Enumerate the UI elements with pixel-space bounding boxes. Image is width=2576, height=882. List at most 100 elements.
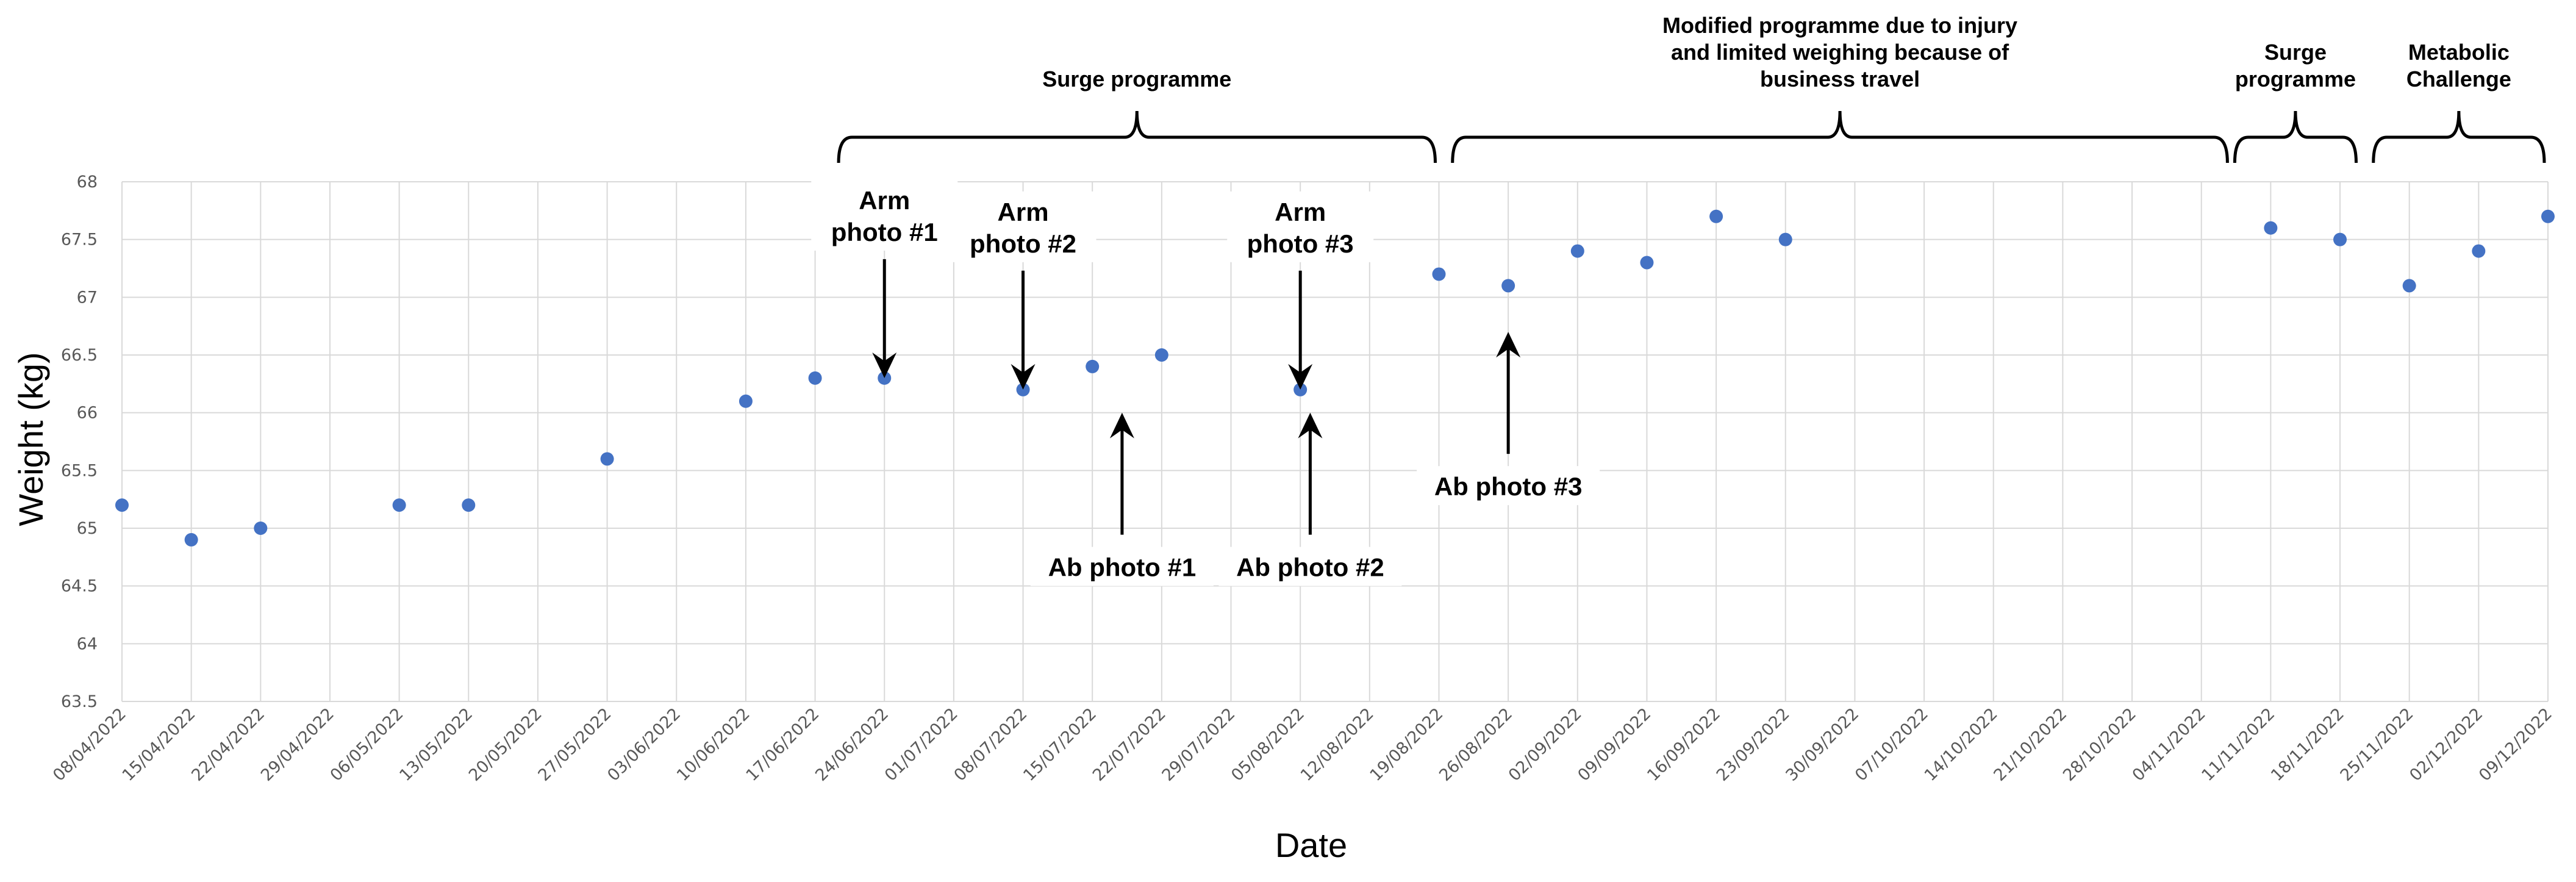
x-tick-label: 24/06/2022 bbox=[812, 705, 892, 785]
x-tick-label: 08/07/2022 bbox=[951, 705, 1031, 785]
x-tick-label: 15/04/2022 bbox=[119, 705, 199, 785]
data-point bbox=[115, 498, 129, 512]
data-points bbox=[115, 209, 2555, 547]
data-point bbox=[1570, 244, 1584, 258]
x-tick-label: 17/06/2022 bbox=[743, 705, 823, 785]
x-tick-label: 04/11/2022 bbox=[2129, 705, 2209, 785]
x-tick-label: 25/11/2022 bbox=[2337, 705, 2417, 785]
annotation-label: Arm bbox=[859, 186, 910, 215]
y-tick-label: 67 bbox=[77, 288, 98, 307]
y-axis-title: Weight (kg) bbox=[12, 352, 50, 526]
phase-label: Surge bbox=[2264, 40, 2327, 65]
phase-label: Modified programme due to injury bbox=[1662, 13, 2017, 38]
y-axis-ticks: 63.5 64 64.5 65 65.5 66 66.5 67 67.5 68 bbox=[61, 173, 98, 711]
x-tick-label: 09/09/2022 bbox=[1574, 705, 1655, 785]
x-tick-label: 13/05/2022 bbox=[396, 705, 476, 785]
annotation-background bbox=[1417, 466, 1600, 506]
x-tick-label: 23/09/2022 bbox=[1713, 705, 1794, 785]
x-tick-label: 20/05/2022 bbox=[465, 705, 546, 785]
data-point bbox=[1154, 348, 1168, 362]
data-point bbox=[1501, 279, 1515, 293]
x-tick-label: 22/07/2022 bbox=[1089, 705, 1170, 785]
annotation-label: photo #3 bbox=[1247, 229, 1354, 258]
phase-brace bbox=[2372, 110, 2546, 163]
x-tick-label: 14/10/2022 bbox=[1921, 705, 2002, 785]
y-tick-label: 68 bbox=[77, 173, 98, 192]
arrow-head bbox=[872, 352, 897, 378]
x-tick-label: 16/09/2022 bbox=[1644, 705, 1724, 785]
x-tick-label: 27/05/2022 bbox=[535, 705, 615, 785]
phase-brace bbox=[837, 110, 1437, 163]
x-tick-label: 09/12/2022 bbox=[2475, 705, 2556, 785]
y-tick-label: 66.5 bbox=[61, 346, 98, 365]
data-point bbox=[2333, 232, 2347, 246]
phase-label: and limited weighing because of bbox=[1671, 40, 2009, 65]
x-tick-label: 30/09/2022 bbox=[1782, 705, 1862, 785]
annotation-label: Arm bbox=[1275, 198, 1326, 226]
x-tick-label: 06/05/2022 bbox=[327, 705, 407, 785]
phase-brace bbox=[1451, 110, 2229, 163]
annotation-label: Ab photo #2 bbox=[1236, 553, 1384, 582]
x-tick-label: 12/08/2022 bbox=[1297, 705, 1378, 785]
x-tick-label: 07/10/2022 bbox=[1852, 705, 1932, 785]
y-tick-label: 64 bbox=[77, 634, 98, 653]
x-tick-label: 15/07/2022 bbox=[1020, 705, 1100, 785]
phase-label: Challenge bbox=[2406, 66, 2511, 91]
x-tick-label: 02/09/2022 bbox=[1505, 705, 1586, 785]
phase-0: Surge programme bbox=[837, 66, 1437, 163]
x-tick-label: 03/06/2022 bbox=[604, 705, 684, 785]
x-tick-label: 05/08/2022 bbox=[1228, 705, 1308, 785]
y-tick-label: 65.5 bbox=[61, 461, 98, 480]
x-tick-label: 01/07/2022 bbox=[881, 705, 962, 785]
x-tick-label: 21/10/2022 bbox=[1990, 705, 2070, 785]
x-tick-label: 10/06/2022 bbox=[673, 705, 754, 785]
phase-label: programme bbox=[2235, 66, 2356, 91]
x-tick-label: 29/07/2022 bbox=[1159, 705, 1239, 785]
annotation-background bbox=[1218, 547, 1402, 586]
data-point bbox=[1778, 232, 1792, 246]
x-tick-label: 28/10/2022 bbox=[2059, 705, 2140, 785]
x-axis-title: Date bbox=[1275, 826, 1347, 864]
data-point bbox=[254, 522, 268, 535]
y-tick-label: 67.5 bbox=[61, 231, 98, 249]
data-point bbox=[600, 452, 614, 466]
y-tick-label: 64.5 bbox=[61, 577, 98, 596]
x-tick-label: 11/11/2022 bbox=[2198, 705, 2278, 785]
data-point bbox=[1086, 359, 1100, 373]
x-tick-label: 18/11/2022 bbox=[2267, 705, 2348, 785]
y-tick-label: 66 bbox=[77, 404, 98, 423]
phase-label: Surge programme bbox=[1042, 66, 1231, 91]
x-tick-label: 26/08/2022 bbox=[1436, 705, 1516, 785]
annotation-ab-photo-1: Ab photo #1 bbox=[1030, 412, 1214, 586]
x-tick-label: 19/08/2022 bbox=[1366, 705, 1447, 785]
data-point bbox=[1432, 267, 1446, 281]
y-tick-label: 63.5 bbox=[61, 692, 98, 711]
data-point bbox=[739, 394, 753, 408]
annotation-ab-photo-3: Ab photo #3 bbox=[1417, 332, 1600, 506]
x-axis-ticks: 08/04/202215/04/202222/04/202229/04/2022… bbox=[49, 705, 2556, 785]
arrow-head bbox=[1288, 364, 1313, 390]
annotation-background bbox=[1227, 191, 1374, 262]
photo-annotations: Arm photo #1 Arm photo #2 Arm photo #3 Ab phot… bbox=[811, 179, 1600, 586]
x-tick-label: 02/12/2022 bbox=[2406, 705, 2486, 785]
annotation-ab-photo-2: Ab photo #2 bbox=[1218, 412, 1402, 586]
annotation-label: photo #2 bbox=[970, 229, 1076, 258]
data-point bbox=[808, 371, 822, 385]
annotation-arm-photo-1: Arm photo #1 bbox=[811, 179, 958, 378]
data-point bbox=[462, 498, 476, 512]
data-point bbox=[392, 498, 406, 512]
phase-brace bbox=[2233, 110, 2358, 163]
data-point bbox=[1640, 256, 1654, 270]
annotation-background bbox=[1030, 547, 1214, 586]
phase-label: Metabolic bbox=[2408, 40, 2510, 65]
data-point bbox=[184, 532, 198, 547]
x-tick-label: 22/04/2022 bbox=[188, 705, 268, 785]
arrow-head bbox=[1298, 412, 1323, 439]
annotation-label: Ab photo #3 bbox=[1434, 472, 1583, 501]
x-tick-label: 29/04/2022 bbox=[257, 705, 338, 785]
